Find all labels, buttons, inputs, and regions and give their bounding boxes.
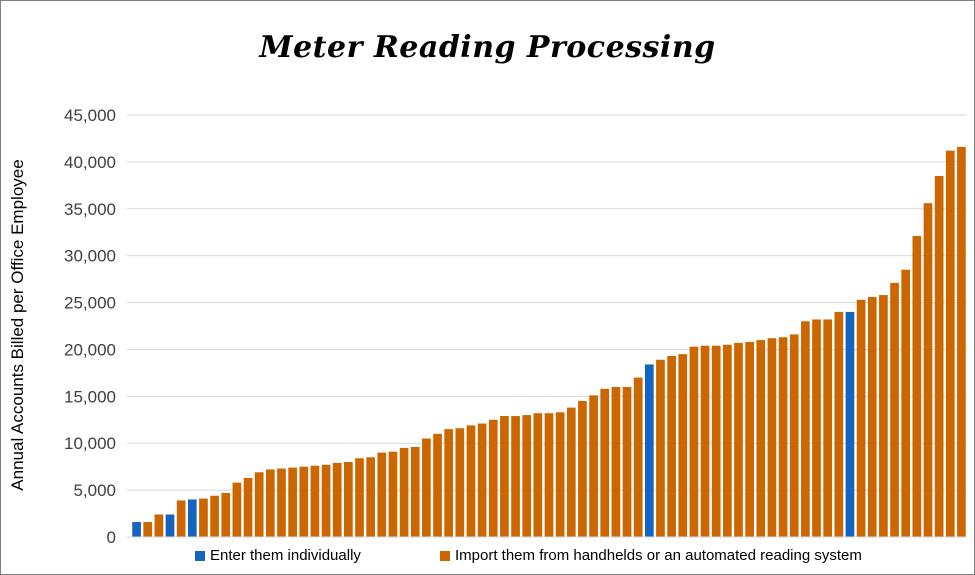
legend-label-enter: Enter them individually xyxy=(210,547,361,564)
bar-import xyxy=(388,451,398,537)
bar-import xyxy=(678,354,688,537)
bar-import xyxy=(232,482,242,537)
y-tick-label: 30,000 xyxy=(64,247,116,266)
bar-import xyxy=(399,447,409,537)
bar-import xyxy=(511,416,520,537)
bar-import xyxy=(945,150,955,537)
bar-import xyxy=(611,386,621,537)
bar-import xyxy=(410,446,420,537)
bar-import xyxy=(879,295,888,537)
bar-import xyxy=(355,458,364,537)
bar-import xyxy=(901,269,911,537)
bar-import xyxy=(890,282,899,537)
bar-import xyxy=(723,344,732,537)
bar-import xyxy=(199,498,208,537)
bar-import xyxy=(555,412,565,537)
bar-import xyxy=(589,395,598,537)
bar-import xyxy=(277,468,286,537)
legend-label-import: Import them from handhelds or an automat… xyxy=(455,547,862,564)
bar-import xyxy=(533,413,543,537)
bar-import xyxy=(288,467,297,537)
bar-import xyxy=(444,429,454,537)
bar-import xyxy=(734,342,743,537)
bar-import xyxy=(957,146,966,537)
bar-import xyxy=(834,311,844,537)
bar-import xyxy=(801,321,810,537)
bar-import xyxy=(366,457,375,537)
bar-import xyxy=(867,296,877,537)
bar-import xyxy=(711,345,721,537)
chart-title: Meter Reading Processing xyxy=(259,30,716,65)
bar-import xyxy=(254,472,264,537)
bar-import xyxy=(622,386,632,537)
bar-import xyxy=(656,359,665,537)
bar-import xyxy=(823,319,833,537)
bar-import xyxy=(265,469,275,537)
legend-swatch-import xyxy=(440,550,450,561)
bar-import xyxy=(600,388,610,537)
bar-import xyxy=(912,235,922,537)
y-tick-label: 15,000 xyxy=(64,387,116,406)
bar-import xyxy=(344,461,353,537)
bar-import xyxy=(455,428,465,537)
bar-enter-individually xyxy=(845,311,855,537)
y-tick-label: 35,000 xyxy=(64,200,116,219)
y-tick-label: 40,000 xyxy=(64,153,116,172)
bar-import xyxy=(377,452,387,537)
bar-import xyxy=(500,416,509,537)
y-tick-label: 10,000 xyxy=(64,434,116,453)
bar-import xyxy=(243,477,253,537)
bar-import xyxy=(767,338,777,537)
bar-import xyxy=(667,356,676,537)
bar-import xyxy=(299,466,309,537)
bar-import xyxy=(221,492,231,537)
bar-import xyxy=(934,175,944,537)
bar-import xyxy=(522,415,532,537)
bar-enter-individually xyxy=(644,364,654,537)
y-tick-label: 45,000 xyxy=(64,106,116,125)
bar-import xyxy=(812,319,821,537)
bar-import xyxy=(477,423,487,537)
legend-swatch-enter xyxy=(195,550,205,561)
bar-import xyxy=(210,495,219,537)
bar-import xyxy=(176,500,186,537)
bar-import xyxy=(856,299,866,537)
bar-import xyxy=(923,203,933,537)
bar-import xyxy=(310,465,320,537)
bar-import xyxy=(143,522,153,537)
y-tick-label: 20,000 xyxy=(64,340,116,359)
bar-import xyxy=(756,340,766,537)
bar-import xyxy=(466,425,476,537)
bar-import xyxy=(789,334,799,537)
bar-import xyxy=(433,433,442,537)
y-tick-label: 25,000 xyxy=(64,294,116,313)
bar-enter-individually xyxy=(187,499,197,537)
bar-import xyxy=(544,413,554,537)
bar-import xyxy=(566,407,576,537)
bar-import xyxy=(422,438,431,537)
bar-import xyxy=(578,401,587,537)
legend-item-enter: Enter them individually xyxy=(195,547,361,564)
bar-enter-individually xyxy=(165,514,175,537)
bar-import xyxy=(700,345,710,537)
bar-import xyxy=(745,341,754,537)
bar-enter-individually xyxy=(132,522,141,537)
bar-import xyxy=(778,337,788,537)
legend: Enter them individually Import them from… xyxy=(0,547,975,567)
bar-import xyxy=(321,464,331,537)
bar-import xyxy=(689,346,699,537)
bar-import xyxy=(633,377,643,537)
y-tick-label: 5,000 xyxy=(73,481,116,500)
bar-import xyxy=(154,514,164,537)
bar-import xyxy=(332,462,342,537)
legend-item-import: Import them from handhelds or an automat… xyxy=(440,547,862,564)
bar-import xyxy=(488,419,498,537)
y-tick-label: 0 xyxy=(107,528,116,547)
